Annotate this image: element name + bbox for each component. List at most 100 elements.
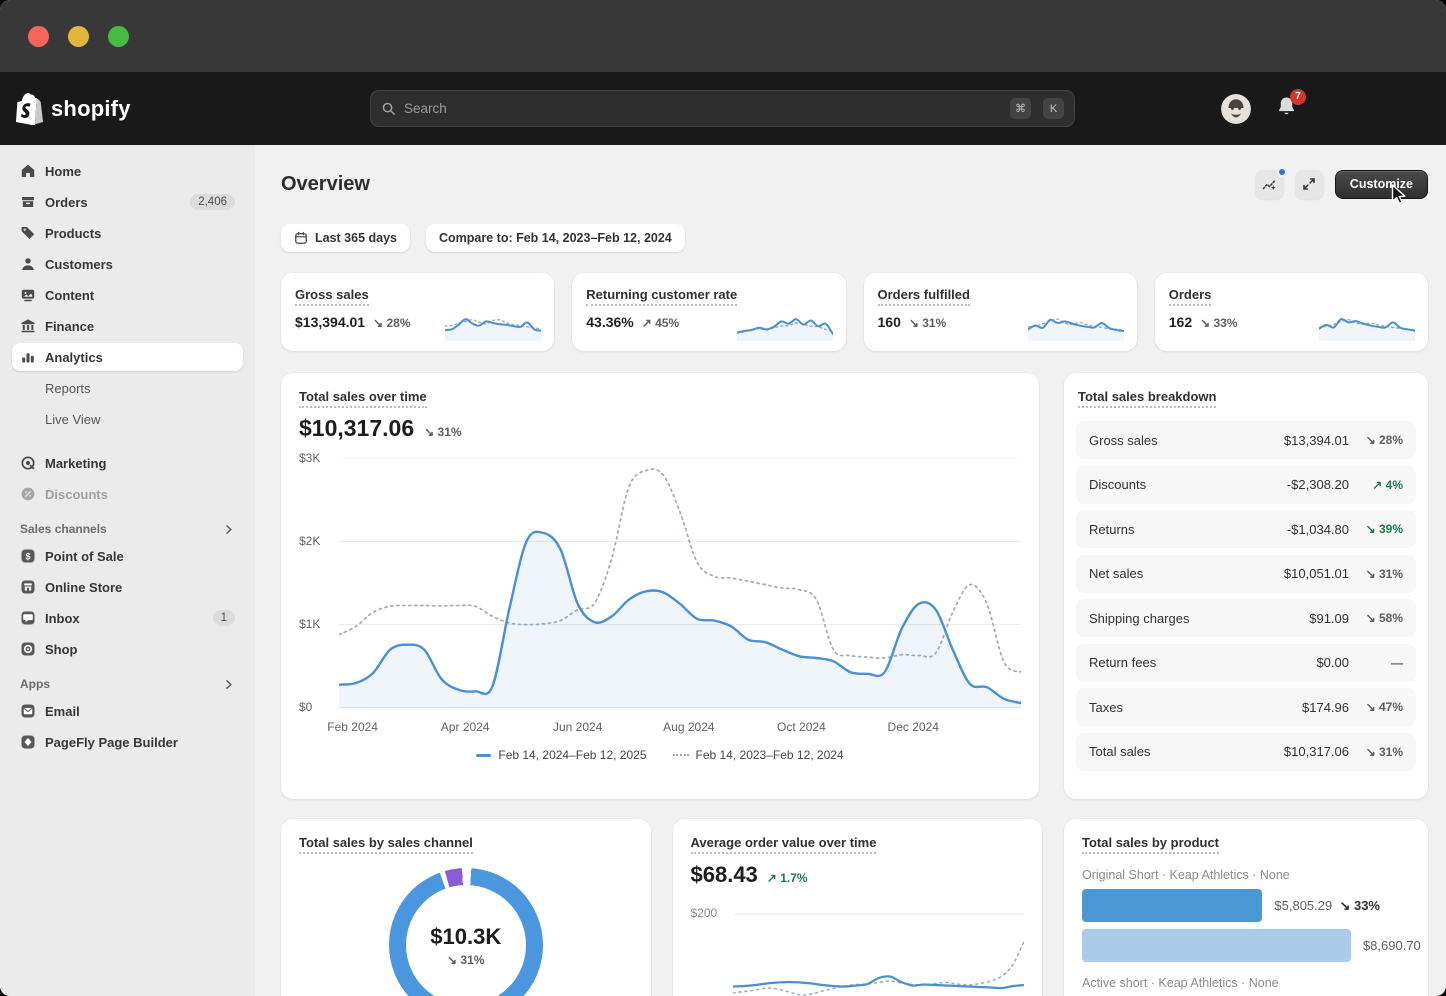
breakdown-row-total-sales[interactable]: Total sales $10,317.06 ↘ 31% — [1076, 732, 1416, 771]
x-tick: Oct 2024 — [777, 720, 826, 734]
kpi-sparkline — [445, 305, 542, 341]
sidebar-item-label: PageFly Page Builder — [45, 734, 178, 750]
product-label: Active short · Keap Athletics · None — [1082, 976, 1279, 990]
breakdown-label: Returns — [1089, 521, 1135, 537]
marketing-icon — [20, 455, 36, 471]
breakdown-row-discounts[interactable]: Discounts -$2,308.20 ↗ 4% — [1076, 465, 1416, 504]
minimize-window-button[interactable] — [68, 25, 89, 47]
section-header-apps[interactable]: Apps — [12, 671, 243, 697]
breakdown-label: Discounts — [1089, 477, 1147, 492]
breakdown-label: Return fees — [1089, 655, 1157, 670]
pagefly-icon — [20, 734, 36, 750]
kpi-value: 162 — [1168, 314, 1193, 330]
date-range-filter[interactable]: Last 365 days — [281, 224, 410, 252]
fullscreen-button[interactable] — [1294, 169, 1324, 199]
aov-title[interactable]: Average order value over time — [690, 835, 877, 854]
legend-current-marker — [476, 753, 492, 757]
sidebar-item-finance[interactable]: Finance — [12, 312, 243, 340]
sidebar-item-analytics[interactable]: Analytics — [12, 343, 243, 371]
sales-by-channel-donut[interactable]: $10.3K ↘ 31% — [388, 868, 543, 996]
kpi-card-orders-fulfilled[interactable]: Orders fulfilled 160 ↘ 31% — [863, 273, 1137, 351]
sidebar-item-label: Home — [45, 163, 82, 179]
sidebar-item-label: Shop — [45, 641, 78, 657]
cmd-key-hint: ⌘ — [1010, 98, 1031, 119]
kpi-card-gross-sales[interactable]: Gross sales $13,394.01 ↘ 28% — [281, 273, 555, 351]
total-sales-line-chart[interactable]: $3K $2K $1K $0 — [299, 451, 1021, 714]
breakdown-row-gross-sales[interactable]: Gross sales $13,394.01 ↘ 28% — [1076, 421, 1416, 459]
sidebar-item-email[interactable]: Email — [12, 697, 243, 725]
sidebar-item-shop[interactable]: Shop — [12, 635, 243, 663]
customers-icon — [20, 256, 36, 272]
shopify-wordmark: shopify — [51, 95, 131, 121]
customize-button[interactable]: Customize — [1334, 169, 1428, 199]
sidebar-item-label: Products — [45, 225, 102, 241]
user-avatar[interactable] — [1221, 93, 1251, 124]
sidebar-item-content[interactable]: Content — [12, 281, 243, 309]
sidebar-item-pagefly[interactable]: PageFly Page Builder — [12, 728, 243, 756]
sidebar-item-label: Email — [45, 703, 80, 719]
sidebar-item-live-view[interactable]: Live View — [12, 405, 243, 433]
inbox-count-badge: 1 — [212, 610, 235, 626]
kpi-title: Returning customer rate — [586, 287, 738, 306]
legend-current-label: Feb 14, 2024–Feb 12, 2025 — [498, 748, 647, 762]
sidebar-item-label: Reports — [45, 380, 91, 396]
breakdown-row-net-sales[interactable]: Net sales $10,051.01 ↘ 31% — [1076, 554, 1416, 593]
kpi-value: 43.36% — [586, 314, 634, 330]
aov-line-chart[interactable]: $200 — [691, 904, 1025, 996]
shop-icon — [20, 641, 36, 657]
sidebar-item-point-of-sale[interactable]: $ Point of Sale — [12, 542, 243, 570]
k-key-hint: K — [1043, 98, 1064, 119]
kpi-title: Orders fulfilled — [877, 287, 970, 306]
y-tick-2k: $2K — [299, 534, 321, 548]
breakdown-value: $10,051.01 — [1283, 566, 1349, 581]
date-range-label: Last 365 days — [315, 231, 397, 245]
product-bar-row[interactable]: $5,805.29 ↘ 33% — [1082, 889, 1410, 922]
breakdown-row-return-fees[interactable]: Return fees $0.00 — — [1076, 643, 1416, 682]
sidebar-item-home[interactable]: Home — [12, 157, 243, 185]
breakdown-label: Gross sales — [1089, 432, 1158, 448]
compare-label: Compare to: Feb 14, 2023–Feb 12, 2024 — [439, 231, 672, 245]
analytics-icon — [20, 349, 36, 365]
breakdown-row-shipping-charges[interactable]: Shipping charges $91.09 ↘ 58% — [1076, 599, 1416, 637]
sidebar-item-marketing[interactable]: Marketing — [12, 449, 243, 477]
email-icon — [20, 703, 36, 719]
sidebar-item-orders[interactable]: Orders 2,406 — [12, 188, 243, 216]
zoom-window-button[interactable] — [108, 25, 129, 47]
product-bar-value: $8,690.70 — [1362, 938, 1421, 953]
breakdown-row-returns[interactable]: Returns -$1,034.80 ↘ 39% — [1076, 510, 1416, 548]
product-bar-row[interactable]: $8,690.70 — [1082, 929, 1421, 962]
search-input[interactable] — [404, 101, 998, 116]
kpi-sparkline — [1319, 305, 1415, 341]
kpi-card-returning-customer-rate[interactable]: Returning customer rate 43.36% ↗ 45% — [572, 273, 846, 351]
sidebar-item-online-store[interactable]: Online Store — [12, 573, 243, 601]
notifications-button[interactable]: 7 — [1275, 88, 1306, 123]
aov-value: $68.43 — [690, 862, 758, 887]
close-window-button[interactable] — [28, 25, 49, 47]
sales-by-channel-title[interactable]: Total sales by sales channel — [299, 835, 473, 854]
shopify-logo[interactable]: shopify — [0, 92, 131, 125]
insights-button[interactable] — [1254, 166, 1287, 199]
y-tick-3k: $3K — [299, 451, 321, 465]
section-header-sales-channels[interactable]: Sales channels — [12, 516, 243, 542]
sidebar-item-label: Orders — [45, 194, 88, 210]
sidebar-item-products[interactable]: Products — [12, 219, 243, 247]
sales-by-product-card: Total sales by product Original Short · … — [1064, 819, 1428, 996]
sidebar-item-inbox[interactable]: Inbox 1 — [12, 604, 243, 632]
breakdown-title[interactable]: Total sales breakdown — [1078, 389, 1217, 408]
legend-previous-marker — [672, 754, 689, 756]
sidebar-item-discounts[interactable]: Discounts — [12, 480, 243, 508]
sales-by-product-title[interactable]: Total sales by product — [1082, 835, 1220, 854]
y-tick-0: $0 — [299, 700, 313, 714]
sidebar-item-customers[interactable]: Customers — [12, 250, 243, 278]
breakdown-value: $91.09 — [1309, 610, 1349, 626]
total-sales-chart-title[interactable]: Total sales over time — [299, 389, 427, 408]
product-bar — [1082, 889, 1263, 922]
breakdown-row-taxes[interactable]: Taxes $174.96 ↘ 47% — [1076, 688, 1416, 726]
compare-filter[interactable]: Compare to: Feb 14, 2023–Feb 12, 2024 — [426, 224, 685, 252]
sidebar-item-reports[interactable]: Reports — [12, 374, 243, 402]
total-sales-value: $10,317.06 — [299, 415, 415, 441]
kpi-card-orders[interactable]: Orders 162 ↘ 33% — [1154, 273, 1428, 351]
sidebar-item-label: Inbox — [45, 610, 80, 626]
global-search[interactable]: ⌘ K — [370, 90, 1075, 127]
